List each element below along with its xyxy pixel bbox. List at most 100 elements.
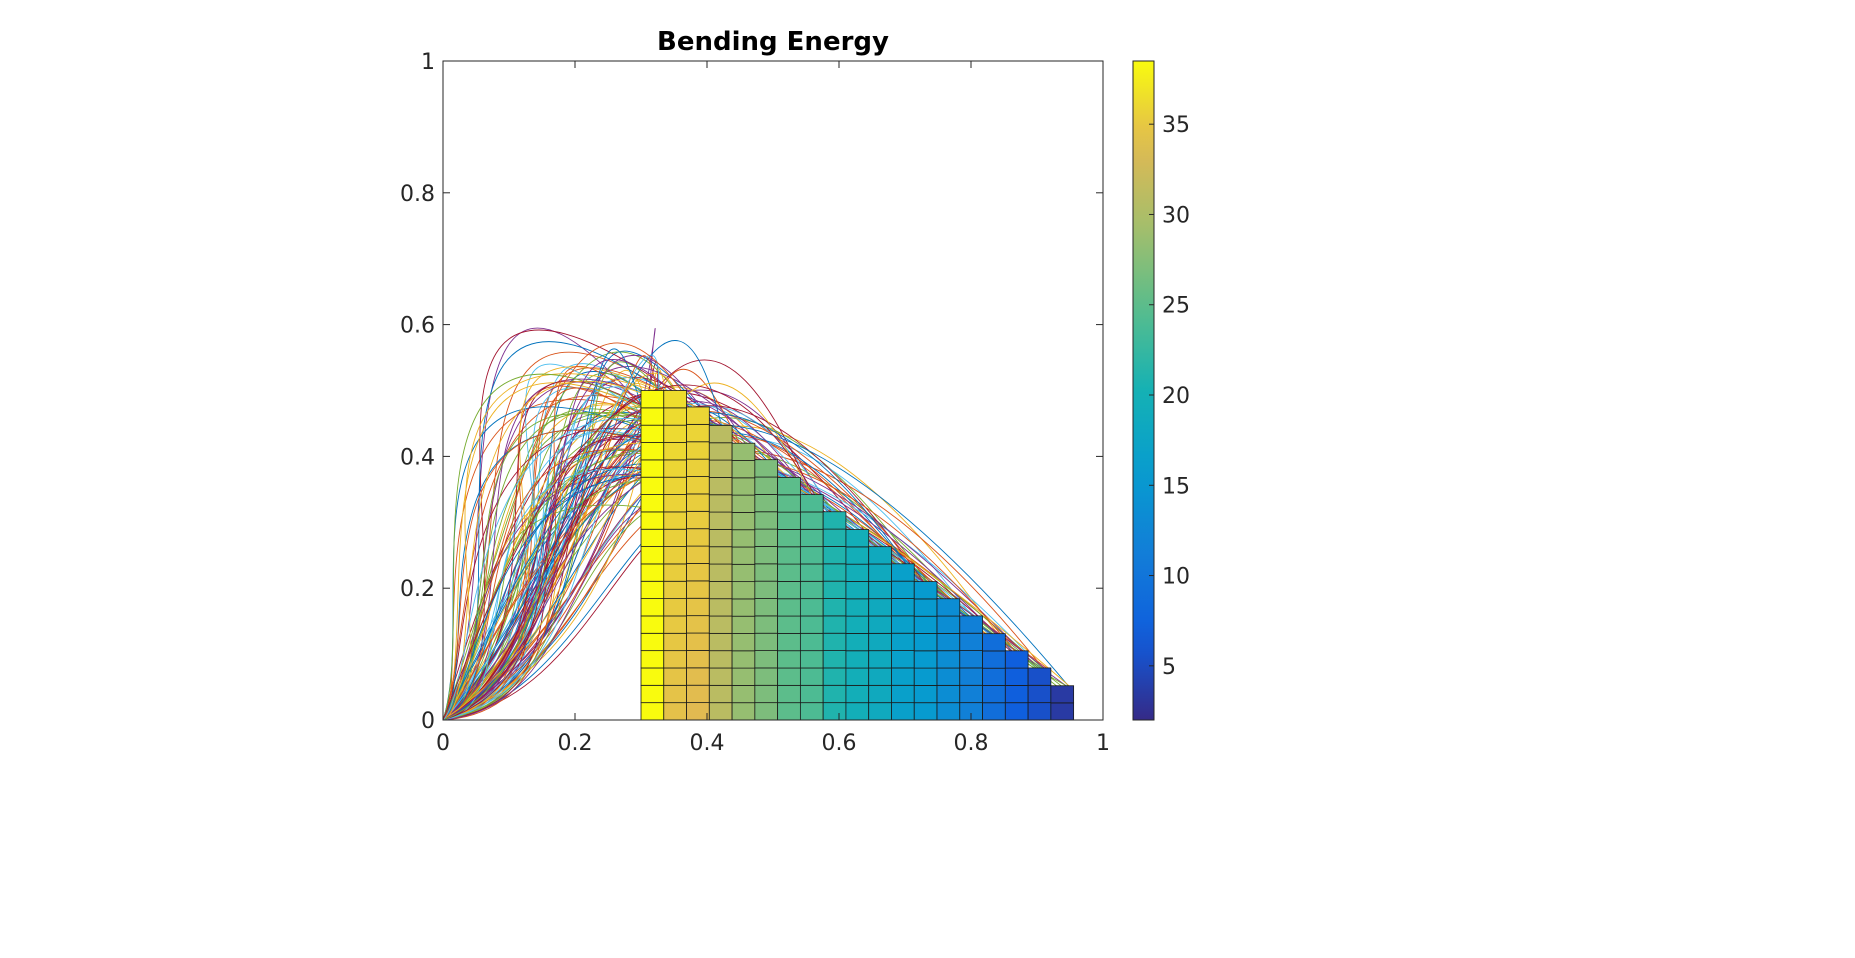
energy-cell [845, 581, 870, 600]
energy-cell [663, 563, 687, 582]
energy-cell [822, 684, 847, 704]
energy-cell [868, 580, 892, 600]
energy-cell [663, 615, 687, 634]
trajectory-curve [443, 405, 945, 720]
energy-cell [708, 442, 733, 461]
energy-cell [822, 667, 847, 686]
energy-cell [708, 667, 733, 686]
energy-cell [640, 702, 665, 721]
energy-cell [777, 650, 801, 669]
energy-cell [845, 667, 870, 686]
energy-cell [868, 667, 892, 686]
energy-cell [982, 667, 1006, 686]
energy-cell [663, 546, 687, 565]
energy-cell [731, 650, 756, 669]
energy-cell [663, 580, 687, 600]
energy-cell [640, 390, 665, 409]
x-tick-label: 0.6 [822, 731, 857, 756]
energy-cell [731, 460, 756, 479]
energy-cell [936, 632, 961, 652]
energy-cell [799, 684, 824, 704]
energy-cell [868, 684, 892, 704]
energy-cell [640, 546, 665, 565]
trajectory-curve [443, 350, 743, 720]
energy-cell [822, 650, 847, 669]
colorbar-tick-label: 25 [1162, 294, 1190, 319]
energy-cell [822, 563, 847, 582]
energy-cell [663, 494, 687, 513]
energy-cell [731, 442, 756, 461]
energy-cell [913, 633, 938, 652]
x-axis: 0 0.2 0.4 0.6 0.8 1 [436, 61, 1110, 756]
energy-cell [822, 632, 847, 651]
energy-cell [822, 702, 847, 721]
energy-cell [1027, 667, 1052, 686]
energy-cell [640, 632, 665, 652]
energy-cell [936, 598, 961, 617]
energy-cell [754, 580, 779, 599]
energy-cell [731, 529, 756, 548]
energy-cell [822, 580, 847, 599]
energy-cell [686, 597, 710, 617]
energy-cell [799, 667, 824, 686]
energy-cell [936, 667, 961, 686]
energy-cell [799, 702, 824, 721]
y-axis: 0 0.2 0.4 0.6 0.8 1 [400, 50, 1103, 734]
energy-cell [777, 529, 801, 548]
energy-cell [845, 529, 870, 548]
trajectory-curve [443, 384, 831, 720]
energy-cell [799, 494, 824, 513]
colorbar-tick-label: 15 [1162, 474, 1190, 499]
energy-cell [891, 580, 915, 599]
energy-cell [731, 581, 756, 600]
energy-cell [799, 598, 824, 617]
energy-cell [708, 580, 733, 600]
trajectory-curve [443, 412, 923, 720]
energy-cell [663, 598, 687, 617]
energy-cell [845, 684, 870, 704]
energy-cell [891, 598, 915, 617]
energy-cell [754, 459, 779, 478]
energy-cell [868, 598, 892, 617]
energy-cell [663, 424, 687, 443]
energy-cell [686, 650, 710, 669]
energy-cell [982, 633, 1006, 652]
energy-cell [663, 476, 687, 495]
energy-cell [982, 650, 1006, 669]
energy-cell [708, 425, 733, 444]
energy-cell [640, 650, 665, 669]
energy-cell [891, 650, 915, 669]
energy-cell [731, 633, 756, 652]
energy-cell [845, 702, 870, 721]
colorbar-tick-label: 20 [1162, 384, 1190, 409]
energy-cell [640, 684, 665, 704]
energy-cell [891, 615, 915, 634]
trajectory-curve [443, 368, 754, 720]
energy-cell [640, 580, 665, 600]
energy-cell [754, 476, 779, 495]
energy-cell [845, 546, 870, 565]
energy-cell [754, 563, 779, 582]
energy-cell [640, 442, 665, 461]
energy-cell [686, 458, 710, 477]
energy-cell [868, 632, 892, 652]
energy-cell [982, 685, 1006, 704]
energy-cell [936, 650, 961, 669]
energy-cell [663, 667, 687, 686]
axes-box [442, 60, 1104, 721]
energy-cell [640, 494, 665, 513]
energy-cell [959, 632, 983, 651]
energy-cell [1004, 685, 1029, 704]
energy-cell [640, 459, 665, 478]
energy-cell [777, 684, 801, 704]
energy-cell [708, 632, 733, 652]
colorbar-tick-label: 10 [1162, 565, 1190, 590]
energy-cell [686, 423, 710, 443]
energy-cell [640, 667, 665, 686]
trajectory-curve [443, 460, 1021, 720]
energy-cell [913, 650, 938, 669]
colorbar-tick-label: 5 [1162, 655, 1176, 680]
energy-cell [754, 528, 779, 547]
trajectory-curve [443, 373, 767, 720]
energy-cell [822, 511, 847, 530]
